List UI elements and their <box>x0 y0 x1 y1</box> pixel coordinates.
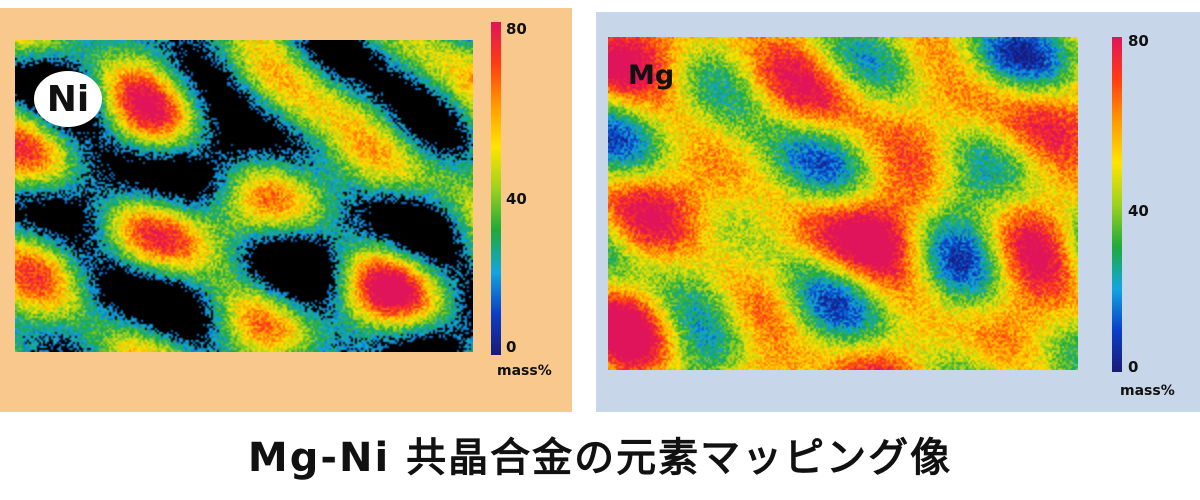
ni-colorbar <box>491 22 501 355</box>
ni-unit-label: mass% <box>497 363 552 379</box>
mg-colorbar-mid-label: 40 <box>1128 202 1149 220</box>
mg-map-panel: Mg 80 40 0 mass% <box>596 12 1200 412</box>
mg-unit-label: mass% <box>1120 383 1175 399</box>
ni-colorbar-mid-label: 40 <box>506 190 527 208</box>
ni-colorbar-min-label: 0 <box>506 338 517 356</box>
mg-colorbar-min-label: 0 <box>1128 358 1139 376</box>
mg-colorbar <box>1112 37 1122 372</box>
ni-label-badge: Ni <box>34 71 102 127</box>
ni-colorbar-max-label: 80 <box>506 20 527 38</box>
figure-caption: Mg-Ni 共晶合金の元素マッピング像 <box>247 435 953 481</box>
mg-element-map-image <box>608 37 1078 370</box>
mg-label: Mg <box>628 60 675 91</box>
mg-colorbar-max-label: 80 <box>1128 32 1149 50</box>
ni-map-panel: Ni 80 40 0 mass% <box>0 8 572 412</box>
